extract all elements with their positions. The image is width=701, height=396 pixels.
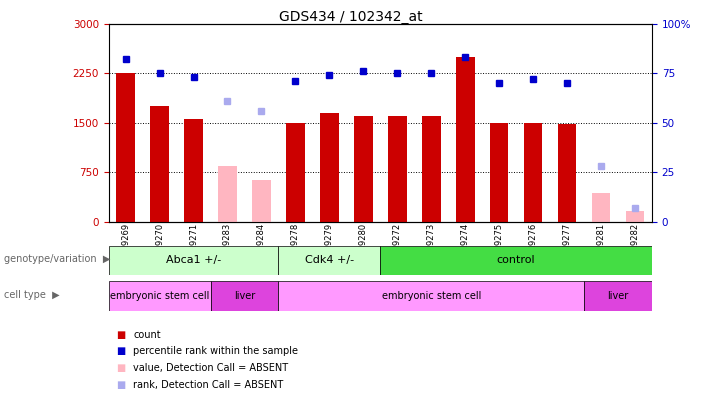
Text: ■: ■ — [116, 379, 125, 390]
Text: ■: ■ — [116, 363, 125, 373]
Bar — [109, 246, 278, 275]
Text: embryonic stem cell: embryonic stem cell — [110, 291, 210, 301]
Bar — [456, 57, 475, 222]
Bar — [286, 123, 305, 222]
Text: ■: ■ — [116, 329, 125, 340]
Text: liver: liver — [607, 291, 629, 301]
Bar — [150, 106, 169, 222]
Bar — [218, 166, 237, 222]
Text: rank, Detection Call = ABSENT: rank, Detection Call = ABSENT — [133, 379, 283, 390]
Text: value, Detection Call = ABSENT: value, Detection Call = ABSENT — [133, 363, 288, 373]
Text: liver: liver — [234, 291, 255, 301]
Text: Cdk4 +/-: Cdk4 +/- — [305, 255, 354, 265]
Bar — [490, 123, 508, 222]
Text: control: control — [497, 255, 536, 265]
Text: ■: ■ — [116, 346, 125, 356]
Text: GDS434 / 102342_at: GDS434 / 102342_at — [279, 10, 422, 24]
Text: genotype/variation  ▶: genotype/variation ▶ — [4, 254, 110, 265]
Bar — [381, 246, 652, 275]
Bar — [184, 120, 203, 222]
Bar — [278, 246, 381, 275]
Bar — [320, 113, 339, 222]
Bar — [558, 124, 576, 222]
Bar — [584, 281, 652, 311]
Text: Abca1 +/-: Abca1 +/- — [166, 255, 222, 265]
Bar — [109, 281, 210, 311]
Bar — [592, 193, 611, 222]
Text: embryonic stem cell: embryonic stem cell — [381, 291, 481, 301]
Bar — [524, 123, 543, 222]
Text: cell type  ▶: cell type ▶ — [4, 290, 59, 300]
Bar — [422, 116, 440, 222]
Bar — [252, 180, 271, 222]
Bar — [116, 73, 135, 222]
Text: percentile rank within the sample: percentile rank within the sample — [133, 346, 298, 356]
Bar — [210, 281, 278, 311]
Text: count: count — [133, 329, 161, 340]
Bar — [388, 116, 407, 222]
Bar — [278, 281, 584, 311]
Bar — [625, 211, 644, 222]
Bar — [354, 116, 373, 222]
